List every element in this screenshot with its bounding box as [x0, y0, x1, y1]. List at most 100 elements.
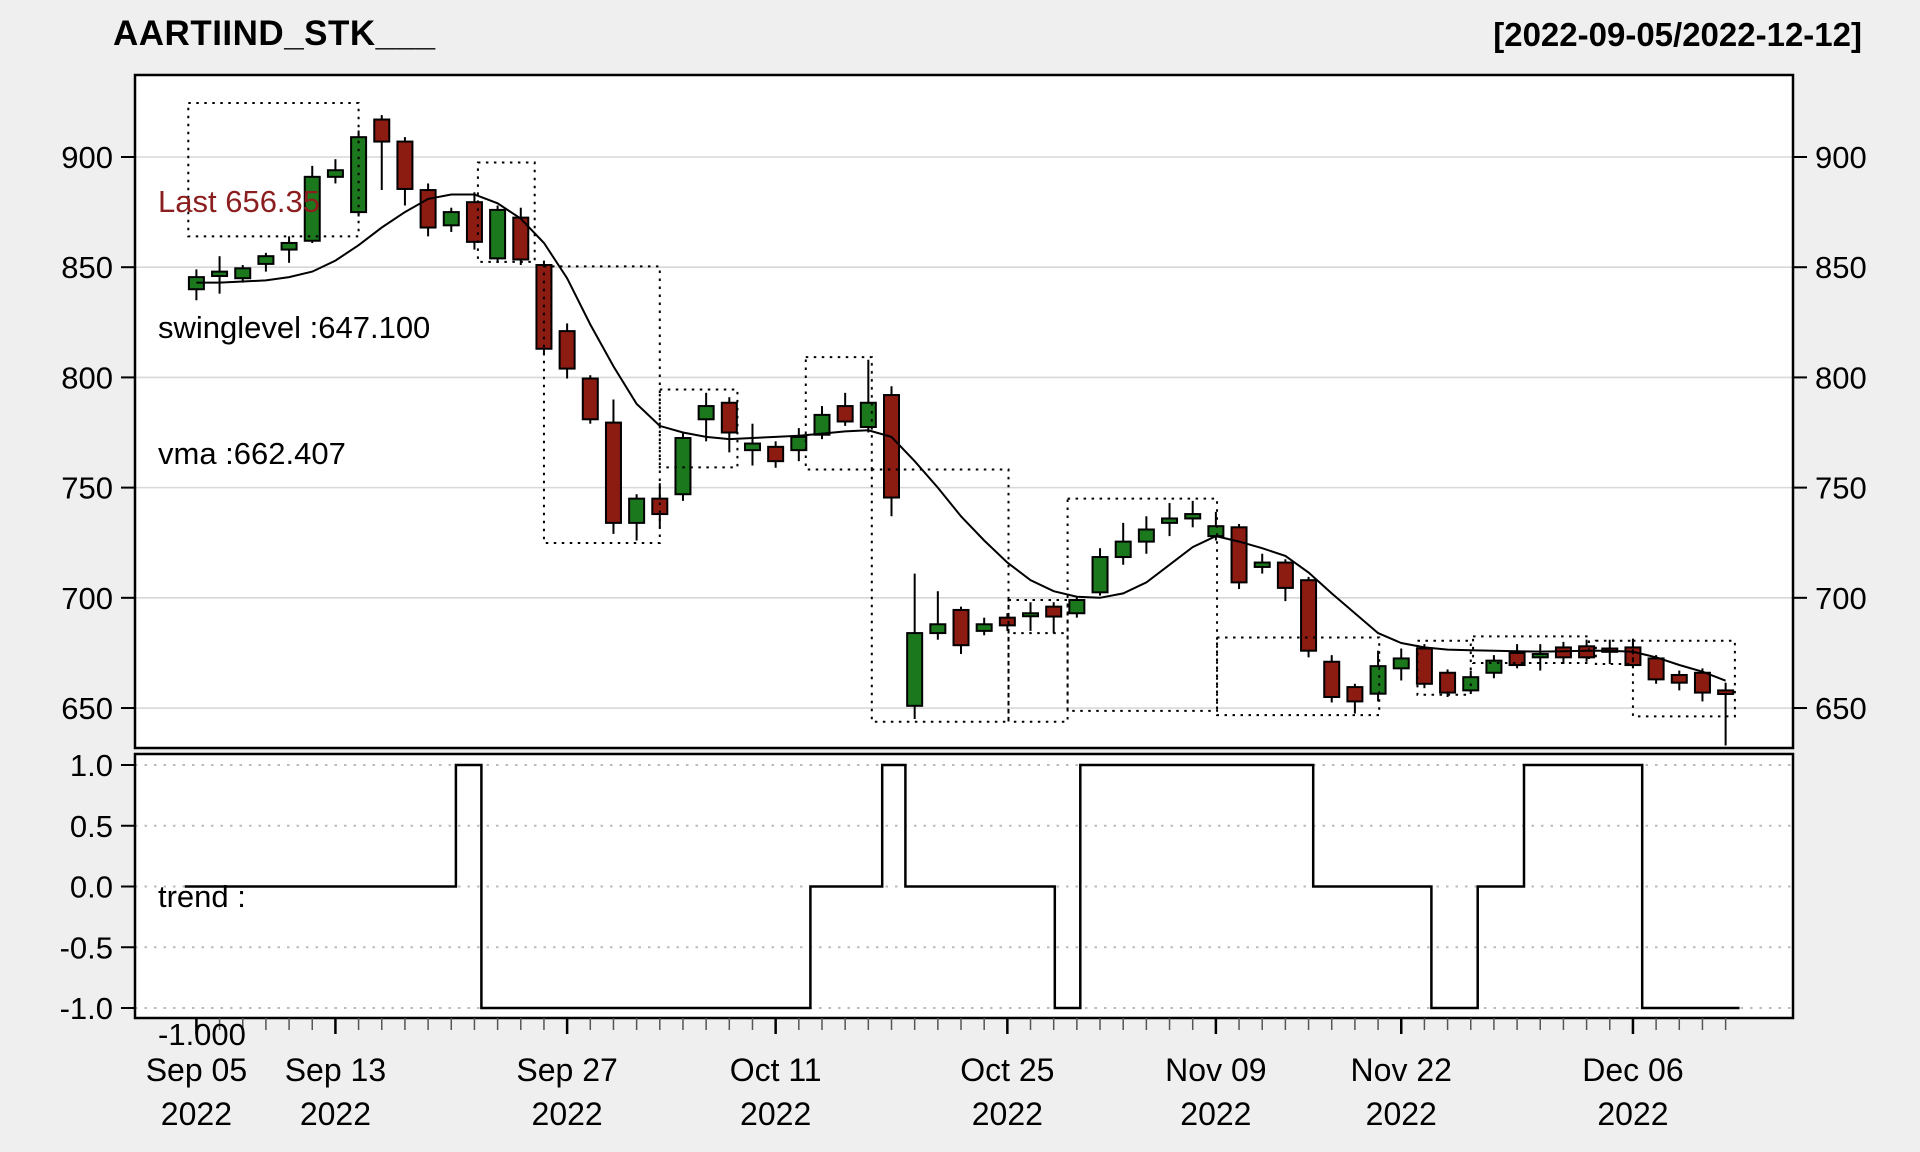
candle	[767, 441, 785, 468]
x-tick-label-year: 2022	[300, 1096, 371, 1132]
candle	[1114, 522, 1132, 565]
x-tick-label-year: 2022	[532, 1096, 603, 1132]
y-tick-label-left: 750	[61, 471, 113, 506]
x-tick-label-date: Dec 06	[1582, 1052, 1683, 1088]
candle	[234, 265, 252, 283]
swing-box	[1007, 599, 1069, 635]
candle	[211, 256, 229, 294]
y-tick-label-left: 800	[61, 360, 113, 395]
trend-legend-value: -1.000	[158, 1017, 246, 1052]
candle	[1045, 602, 1063, 634]
candle	[581, 375, 599, 424]
main-panel-border	[133, 73, 1795, 750]
y-tick-label-left: 900	[61, 140, 113, 175]
candle	[836, 392, 854, 426]
candle	[697, 392, 715, 442]
swing-boxes	[187, 101, 1736, 723]
x-tick-label-date: Sep 05	[146, 1052, 247, 1088]
x-tick-label-date: Sep 13	[285, 1052, 386, 1088]
candle	[558, 323, 576, 379]
candle	[1670, 670, 1688, 691]
trend-tick-label: 0.0	[70, 870, 113, 905]
candle	[489, 205, 507, 263]
trend-panel-border	[133, 752, 1795, 1020]
x-tick-label-date: Oct 11	[730, 1052, 822, 1088]
x-tick-label-date: Nov 09	[1165, 1052, 1266, 1088]
candle	[1230, 523, 1248, 590]
legend-swinglevel: swinglevel :647.100	[158, 310, 431, 345]
candle	[373, 115, 391, 191]
y-axis-labels: 900 900 850 850 800 800 750 750 700 700 650 650	[61, 140, 1866, 726]
y-tick-label-left: 700	[61, 581, 113, 616]
candle	[604, 399, 622, 534]
candle	[257, 252, 275, 272]
x-tick-label-year: 2022	[1597, 1096, 1668, 1132]
trend-tick-label: 0.5	[70, 809, 113, 844]
swing-box	[1216, 636, 1381, 717]
candle	[1137, 516, 1155, 554]
candle	[1323, 655, 1341, 703]
trend-legend: trend : -1.000	[158, 782, 246, 1150]
candle	[790, 428, 808, 462]
swing-box	[658, 388, 739, 469]
y-tick-label-right: 700	[1815, 581, 1867, 616]
legend-vma: vma :662.407	[158, 436, 346, 471]
candle	[952, 606, 970, 655]
trend-tick-label: -0.5	[60, 930, 113, 965]
candle	[396, 137, 414, 206]
candle	[1439, 669, 1457, 698]
swing-box	[1416, 639, 1472, 696]
candle	[1647, 655, 1665, 684]
chart-title: AARTIIND_STK___	[113, 14, 436, 53]
candle	[1184, 500, 1202, 528]
candle	[1693, 668, 1711, 702]
x-tick-label-year: 2022	[1366, 1096, 1437, 1132]
y-tick-label-right: 650	[1815, 691, 1867, 726]
candle	[743, 423, 761, 466]
candle	[1022, 602, 1040, 631]
y-tick-label-right: 750	[1815, 471, 1867, 506]
candle	[1276, 559, 1294, 602]
candle	[1554, 641, 1572, 664]
candle	[1508, 644, 1526, 669]
y-tick-label-right: 800	[1815, 360, 1867, 395]
candle	[1346, 683, 1364, 714]
swing-box	[542, 265, 661, 544]
swing-box	[1007, 599, 1069, 723]
candle	[280, 236, 298, 263]
date-range-label: [2022-09-05/2022-12-12]	[1493, 16, 1862, 53]
vma-line	[196, 193, 1726, 682]
x-tick-label-year: 2022	[740, 1096, 811, 1132]
trend-step-line	[184, 763, 1740, 1010]
swing-box	[870, 468, 1010, 723]
trend-tick-label: 1.0	[70, 748, 113, 783]
candle	[1068, 596, 1086, 618]
candle	[1161, 503, 1179, 537]
x-tick-label-date: Sep 27	[516, 1052, 617, 1088]
price-legend: Last 656.35 swinglevel :647.100 vma :662…	[158, 97, 430, 559]
candle	[442, 207, 460, 232]
swing-box	[476, 161, 536, 263]
x-tick-label-year: 2022	[161, 1096, 232, 1132]
swing-box	[1472, 635, 1590, 665]
x-tick-label-year: 2022	[972, 1096, 1043, 1132]
candle	[303, 165, 321, 243]
legend-last-price: Last 656.35	[158, 184, 321, 219]
candle	[1392, 648, 1410, 681]
swing-box	[804, 356, 873, 471]
x-tick-label-date: Oct 25	[960, 1052, 1054, 1088]
candle	[1253, 553, 1271, 574]
candle	[975, 617, 993, 636]
y-tick-label-right: 850	[1815, 250, 1867, 285]
candle	[1415, 644, 1433, 689]
candle	[1369, 650, 1387, 702]
candle	[906, 573, 924, 720]
candle	[628, 494, 646, 541]
candle	[419, 183, 437, 237]
candle	[1300, 576, 1318, 658]
candle	[1531, 644, 1549, 671]
candle	[465, 192, 483, 250]
trend-legend-name: trend :	[158, 879, 246, 914]
